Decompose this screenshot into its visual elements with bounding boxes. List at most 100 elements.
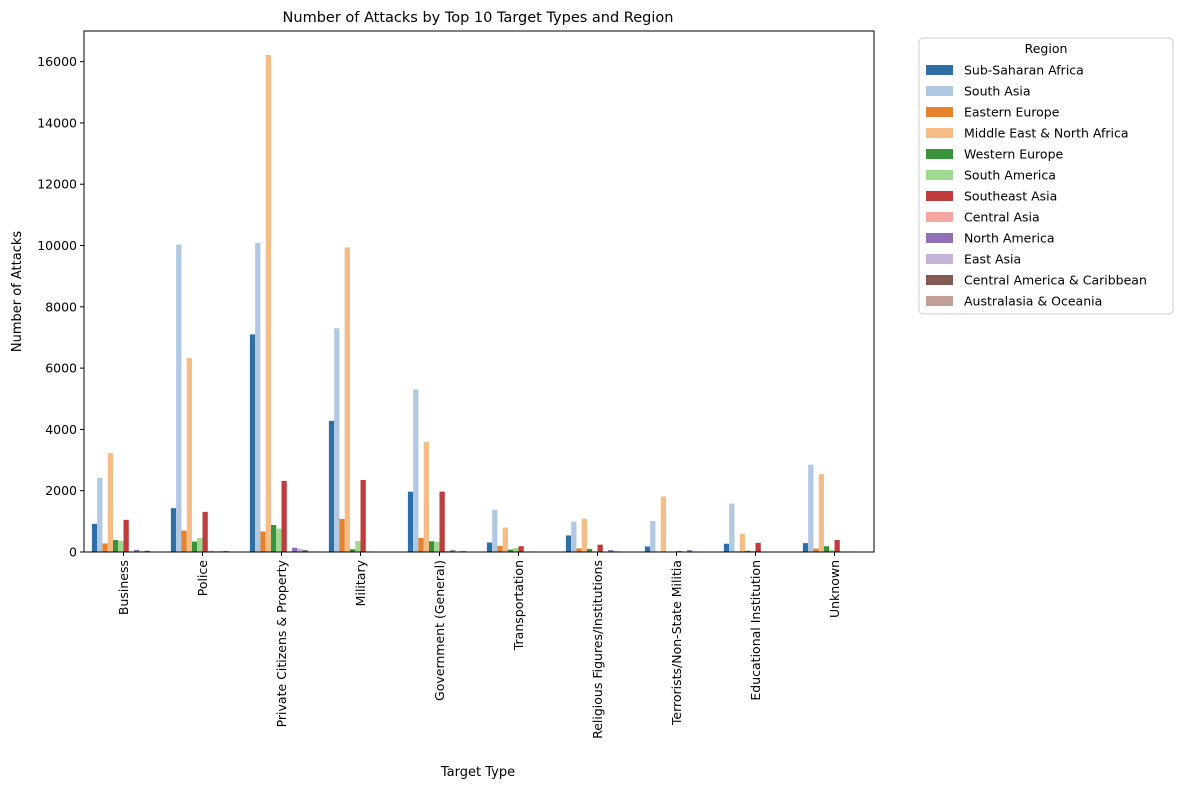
bar xyxy=(608,550,614,552)
bar xyxy=(744,550,751,552)
bar xyxy=(176,244,182,553)
bar xyxy=(507,549,514,552)
bar xyxy=(492,509,498,552)
bar xyxy=(170,508,177,552)
bar xyxy=(428,541,435,552)
y-tick-label: 14000 xyxy=(37,115,77,130)
x-tick-label: Unknown xyxy=(827,560,842,618)
legend-swatch xyxy=(926,212,953,222)
x-tick-label: Transportation xyxy=(511,560,526,651)
bar xyxy=(118,540,124,552)
legend-label: Southeast Asia xyxy=(964,189,1057,204)
bar xyxy=(597,544,603,552)
bar xyxy=(302,550,308,552)
legend-label: South America xyxy=(964,168,1056,183)
bar xyxy=(265,54,271,553)
bar xyxy=(660,496,666,552)
bar xyxy=(834,540,840,552)
bar xyxy=(339,518,345,552)
legend-items: Sub-Saharan Africa South Asia Eastern Euro… xyxy=(926,63,1147,309)
x-tick-label: Private Citizens & Property xyxy=(274,559,289,727)
bar xyxy=(292,547,298,552)
bar xyxy=(723,543,730,552)
bar xyxy=(407,491,414,552)
legend-swatch xyxy=(926,128,953,138)
x-axis-label: Target Type xyxy=(440,765,515,780)
legend-label: South Asia xyxy=(964,84,1031,99)
bar xyxy=(808,464,814,552)
x-tick-label: Terrorists/Non-State Militia xyxy=(669,560,684,726)
bar xyxy=(202,511,208,552)
bar xyxy=(755,542,761,552)
plot-frame xyxy=(83,30,875,553)
chart-title: Number of Attacks by Top 10 Target Types… xyxy=(283,10,674,26)
legend-label: Sub-Saharan Africa xyxy=(964,63,1084,78)
bar xyxy=(513,548,519,552)
bar xyxy=(650,521,656,552)
bar xyxy=(207,550,214,552)
x-axis: Business Police Private Citizens & Propert… xyxy=(116,552,842,739)
bar xyxy=(576,548,582,552)
bar xyxy=(750,550,756,552)
y-tick-label: 10000 xyxy=(37,238,77,253)
bar xyxy=(450,550,456,552)
bar xyxy=(191,541,198,552)
bar xyxy=(255,243,261,552)
legend-swatch xyxy=(926,254,953,264)
x-tick-label: Police xyxy=(195,560,210,597)
x-tick-label: Military xyxy=(353,559,368,606)
y-axis: 0 2000 4000 6000 8000 10000 12000 14000 16000 xyxy=(37,54,84,560)
legend-swatch xyxy=(926,296,953,306)
bar xyxy=(186,358,192,552)
bar xyxy=(249,334,256,552)
bar xyxy=(134,549,140,552)
bar xyxy=(823,546,830,552)
bar xyxy=(360,479,366,552)
legend-swatch xyxy=(926,149,953,159)
bar xyxy=(818,474,824,552)
bar xyxy=(829,550,835,552)
bar xyxy=(107,453,113,552)
legend-swatch xyxy=(926,107,953,117)
bar xyxy=(486,542,493,552)
bar xyxy=(197,537,203,552)
bar xyxy=(355,540,361,552)
bar xyxy=(260,531,266,552)
y-tick-label: 16000 xyxy=(37,54,77,69)
bar xyxy=(281,480,287,552)
bar xyxy=(270,525,277,552)
legend-label: Australasia & Oceania xyxy=(964,294,1102,309)
bar xyxy=(413,389,419,552)
bar xyxy=(423,441,429,552)
y-axis-label: Number of Attacks xyxy=(10,231,25,353)
legend-swatch xyxy=(926,86,953,96)
x-tick-label: Educational Institution xyxy=(748,560,763,701)
x-tick-label: Government (General) xyxy=(432,560,447,701)
legend-swatch xyxy=(926,191,953,201)
bar xyxy=(565,535,572,552)
legend-label: East Asia xyxy=(964,252,1021,267)
bar xyxy=(439,491,445,552)
x-tick-label: Business xyxy=(116,560,131,615)
bar xyxy=(581,518,587,552)
bar xyxy=(91,523,98,552)
legend-swatch xyxy=(926,170,953,180)
legend-label: North America xyxy=(964,231,1055,246)
legend-label: Western Europe xyxy=(964,147,1064,162)
bar xyxy=(349,549,356,552)
y-tick-label: 2000 xyxy=(45,483,77,498)
bar xyxy=(334,328,340,552)
bar xyxy=(687,550,693,552)
y-tick-label: 4000 xyxy=(45,422,77,437)
legend-label: Central America & Caribbean xyxy=(964,273,1147,288)
bar xyxy=(102,543,108,552)
bar xyxy=(802,543,809,552)
bar xyxy=(344,247,350,552)
bar xyxy=(181,530,187,552)
bar xyxy=(813,548,819,552)
bar xyxy=(418,537,424,552)
bar xyxy=(497,545,503,552)
y-tick-label: 0 xyxy=(69,545,77,560)
bars-layer xyxy=(91,54,861,553)
bar xyxy=(518,546,524,552)
